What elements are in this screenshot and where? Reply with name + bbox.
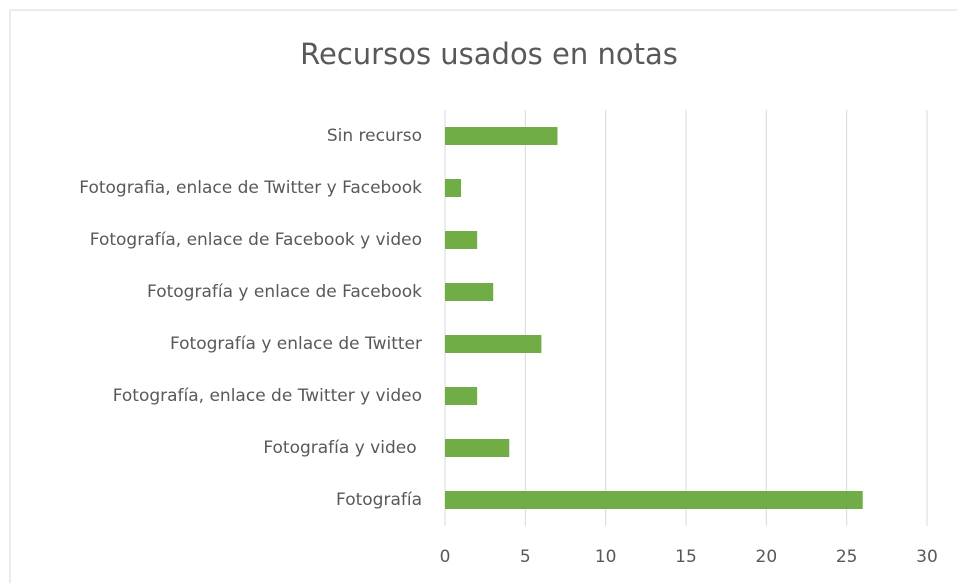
bar (445, 179, 462, 197)
x-tick-label: 30 (916, 547, 938, 567)
y-tick-label: Fotografía (336, 490, 422, 510)
y-tick-label: Fotografía y video (263, 438, 422, 458)
bar (445, 387, 478, 405)
bar (445, 491, 863, 509)
x-tick-label: 10 (595, 547, 617, 567)
bar (445, 127, 558, 145)
x-tick-label: 0 (440, 547, 451, 567)
y-tick-label: Fotografía, enlace de Twitter y video (113, 386, 422, 406)
bar (445, 335, 542, 353)
bar (445, 283, 494, 301)
x-tick-label: 25 (836, 547, 858, 567)
x-tick-label: 20 (756, 547, 778, 567)
x-tick-label: 5 (520, 547, 531, 567)
y-tick-label: Fotografia, enlace de Twitter y Facebook (79, 178, 422, 198)
x-tick-label: 15 (675, 547, 697, 567)
chart-title: Recursos usados en notas (300, 37, 678, 71)
y-tick-label: Fotografía y enlace de Facebook (147, 282, 422, 302)
bar (445, 231, 478, 249)
y-tick-label: Fotografía y enlace de Twitter (170, 334, 422, 354)
bar (445, 439, 510, 457)
y-tick-label: Sin recurso (327, 126, 422, 146)
y-tick-label: Fotografía, enlace de Facebook y video (90, 230, 422, 250)
